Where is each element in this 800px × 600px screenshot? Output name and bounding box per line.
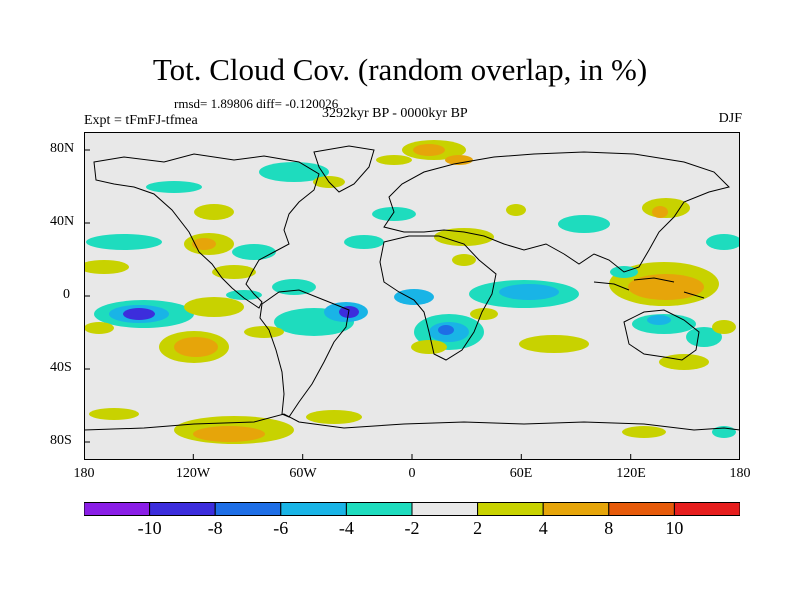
colorbar-swatch <box>149 502 216 516</box>
anomaly-patch <box>89 408 139 420</box>
anomaly-patch <box>306 410 362 424</box>
anomaly-patch <box>174 337 218 357</box>
anomaly-patch <box>445 155 473 165</box>
anomaly-patch <box>192 238 216 250</box>
x-tick-label: 180 <box>73 466 95 481</box>
anomaly-patch <box>146 181 202 193</box>
anomaly-patch <box>499 284 559 300</box>
anomaly-patch <box>244 326 284 338</box>
colorbar-swatch <box>280 502 347 516</box>
anomaly-patch <box>376 155 412 165</box>
stats-text: rmsd= 1.89806 diff= -0.120026 <box>174 96 339 111</box>
anomaly-patch <box>506 204 526 216</box>
colorbar-label: 8 <box>604 518 614 538</box>
anomaly-patch <box>184 297 244 317</box>
y-tick-label: 40N <box>50 214 75 229</box>
plot-title: Tot. Cloud Cov. (random overlap, in %) <box>152 52 648 87</box>
anomaly-patch <box>628 274 704 300</box>
x-tick-label: 60E <box>509 466 533 481</box>
anomaly-patch <box>647 315 671 325</box>
anomaly-patch <box>434 228 494 246</box>
colorbar <box>84 502 740 516</box>
coastline-antarctica <box>84 413 740 431</box>
y-tick-label: 40S <box>50 360 72 375</box>
anomaly-patch <box>470 308 498 320</box>
colorbar-label: 10 <box>665 518 684 538</box>
coastline-eurasia <box>383 151 730 273</box>
anomaly-patch <box>652 206 668 218</box>
colorbar-swatch <box>84 502 151 516</box>
anomaly-patch <box>272 279 316 295</box>
coastline-south-america <box>259 289 350 418</box>
coastline-australia <box>623 309 700 361</box>
anomaly-patch <box>86 234 162 250</box>
anomaly-patch <box>394 289 434 305</box>
coastline-greenland <box>313 145 375 193</box>
anomaly-patch <box>558 215 610 233</box>
colorbar-label: -4 <box>338 518 354 538</box>
x-tick-label: 60W <box>289 466 317 481</box>
x-tick-label: 0 <box>408 466 416 481</box>
colorbar-label: -8 <box>207 518 223 538</box>
colorbar-swatch <box>608 502 675 516</box>
anomaly-patch <box>411 340 447 354</box>
colorbar-swatch <box>542 502 610 516</box>
anomaly-patch <box>659 354 709 370</box>
anomaly-patch <box>123 308 155 320</box>
colorbar-label: -6 <box>273 518 289 538</box>
colorbar-swatch <box>345 502 413 516</box>
colorbar-swatch <box>673 502 740 516</box>
coastline-africa <box>379 235 497 361</box>
y-tick-label: 80N <box>50 141 75 156</box>
anomaly-patch <box>372 207 416 221</box>
colorbar-swatch <box>411 502 479 516</box>
anomaly-patch <box>686 327 722 347</box>
period-label: 3292kyr BP - 0000kyr BP <box>322 106 468 121</box>
colorbar-swatch <box>214 502 282 516</box>
anomaly-patch <box>212 265 256 279</box>
colorbar-swatch <box>477 502 544 516</box>
anomaly-patch <box>84 322 114 334</box>
x-tick-label: 120E <box>616 466 646 481</box>
anomaly-patch <box>622 426 666 438</box>
anomaly-patch <box>413 144 445 156</box>
anomaly-patch <box>84 260 129 274</box>
season-label: DJF <box>718 111 742 126</box>
tick-marks <box>84 149 632 460</box>
colorbar-label: 2 <box>473 518 483 538</box>
anomaly-patch <box>193 426 265 442</box>
x-tick-label: 120W <box>175 466 211 481</box>
anomaly-patch <box>194 204 234 220</box>
experiment-label: Expt = tFmFJ-tfmea <box>84 113 198 128</box>
anomaly-patch <box>519 335 589 353</box>
anomaly-patch <box>232 244 276 260</box>
anomaly-patch <box>259 162 329 182</box>
anomaly-patch <box>344 235 384 249</box>
anomaly-patch <box>452 254 476 266</box>
y-tick-label: 0 <box>63 287 70 302</box>
anomaly-patch <box>438 325 454 335</box>
coastline-islands <box>593 277 705 299</box>
coastline-north-america <box>93 153 320 309</box>
anomaly-patches <box>84 140 740 444</box>
coastlines <box>84 145 740 431</box>
colorbar-label: -10 <box>137 518 162 538</box>
anomaly-map <box>84 132 740 460</box>
colorbar-label: -2 <box>404 518 420 538</box>
anomaly-patch <box>712 320 736 334</box>
y-tick-label: 80S <box>50 433 72 448</box>
x-tick-label: 180 <box>729 466 751 481</box>
colorbar-label: 4 <box>538 518 548 538</box>
anomaly-patch <box>706 234 740 250</box>
